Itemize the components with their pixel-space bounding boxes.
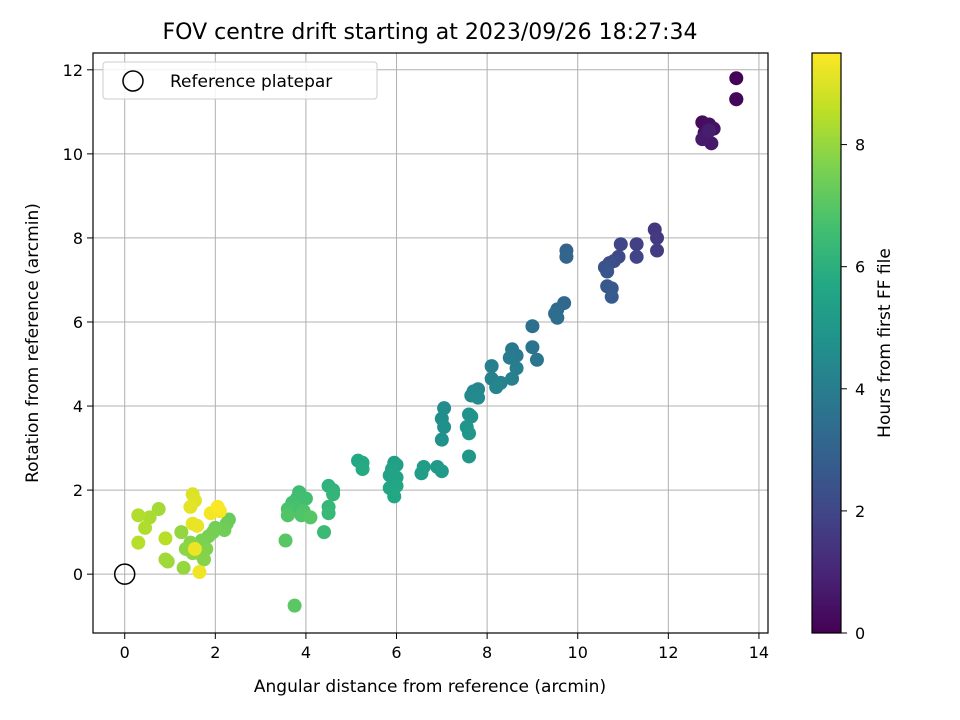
data-point — [280, 508, 295, 523]
data-point — [303, 510, 318, 525]
data-point — [434, 464, 449, 479]
data-point — [489, 380, 504, 395]
data-point — [192, 565, 207, 580]
data-point — [138, 520, 153, 535]
x-tick-label: 12 — [658, 643, 678, 662]
colorbar-tick-label: 6 — [855, 258, 865, 277]
data-point — [559, 249, 574, 264]
colorbar-tick-label: 2 — [855, 502, 865, 521]
y-tick-label: 2 — [73, 481, 83, 500]
data-point — [321, 506, 336, 521]
data-point — [434, 432, 449, 447]
data-point — [437, 420, 452, 435]
data-point — [317, 525, 332, 540]
reference-point-marker — [113, 563, 136, 585]
legend-label: Reference platepar — [170, 72, 332, 92]
data-point — [278, 533, 293, 548]
data-point — [550, 310, 565, 325]
x-tick-label: 8 — [482, 643, 492, 662]
data-point — [529, 352, 544, 367]
data-point — [525, 319, 540, 334]
y-tick-label: 4 — [73, 397, 83, 416]
data-point — [158, 531, 173, 546]
data-point — [613, 237, 628, 252]
data-point — [505, 371, 520, 386]
x-tick-label: 6 — [391, 643, 401, 662]
x-tick-label: 4 — [301, 643, 311, 662]
data-point — [326, 487, 341, 502]
data-point — [471, 390, 486, 405]
data-point — [464, 409, 479, 424]
data-point — [387, 489, 402, 504]
data-point — [196, 552, 211, 567]
x-axis-ticks: 0 2 4 6 8 10 12 14 — [120, 633, 769, 662]
data-point — [629, 237, 644, 252]
y-tick-label: 6 — [73, 313, 83, 332]
data-point — [142, 510, 157, 525]
data-point — [187, 541, 202, 556]
data-point — [414, 466, 429, 481]
data-point — [183, 499, 198, 514]
data-point — [176, 560, 191, 575]
data-points — [131, 71, 744, 613]
chart-title: FOV centre drift starting at 2023/09/26 … — [163, 20, 698, 45]
colorbar-tick-label: 0 — [855, 624, 865, 643]
data-point — [210, 499, 225, 514]
colorbar: 0 2 4 6 8 Hours from first FF file — [811, 52, 895, 643]
y-tick-label: 8 — [73, 229, 83, 248]
data-point — [151, 502, 166, 517]
y-tick-label: 12 — [63, 61, 83, 80]
data-point — [355, 462, 370, 477]
data-point — [484, 359, 499, 374]
x-tick-label: 14 — [749, 643, 769, 662]
data-point — [702, 123, 717, 138]
plot-frame — [92, 52, 769, 634]
data-point — [650, 243, 665, 258]
colorbar-gradient — [811, 52, 842, 634]
data-point — [604, 289, 619, 304]
data-point — [502, 350, 517, 365]
y-tick-label: 10 — [63, 145, 83, 164]
data-point — [131, 535, 146, 550]
data-point — [287, 598, 302, 613]
data-point — [462, 426, 477, 441]
data-point — [509, 361, 524, 376]
colorbar-tick-label: 4 — [855, 380, 865, 399]
data-point — [650, 230, 665, 245]
data-point — [525, 340, 540, 355]
data-point — [729, 71, 744, 86]
colorbar-tick-label: 8 — [855, 136, 865, 155]
data-point — [729, 92, 744, 107]
legend: Reference platepar — [102, 61, 378, 100]
y-axis-ticks: 0 2 4 6 8 10 12 — [63, 61, 93, 584]
data-point — [174, 525, 189, 540]
data-point — [389, 478, 404, 493]
x-axis-label: Angular distance from reference (arcmin) — [254, 677, 606, 697]
data-point — [298, 491, 313, 506]
data-point — [158, 552, 173, 567]
data-point — [190, 518, 205, 533]
y-axis-label: Rotation from reference (arcmin) — [23, 203, 43, 483]
x-tick-label: 10 — [568, 643, 588, 662]
data-point — [131, 508, 146, 523]
data-point — [437, 401, 452, 416]
legend-marker-icon — [122, 70, 144, 92]
colorbar-label: Hours from first FF file — [875, 248, 895, 438]
legend-box — [102, 61, 378, 100]
data-point — [600, 264, 615, 279]
data-point — [462, 449, 477, 464]
x-tick-label: 0 — [120, 643, 130, 662]
y-tick-label: 0 — [73, 565, 83, 584]
data-point — [629, 249, 644, 264]
colorbar-ticks: 0 2 4 6 8 — [841, 136, 865, 643]
x-tick-label: 2 — [210, 643, 220, 662]
